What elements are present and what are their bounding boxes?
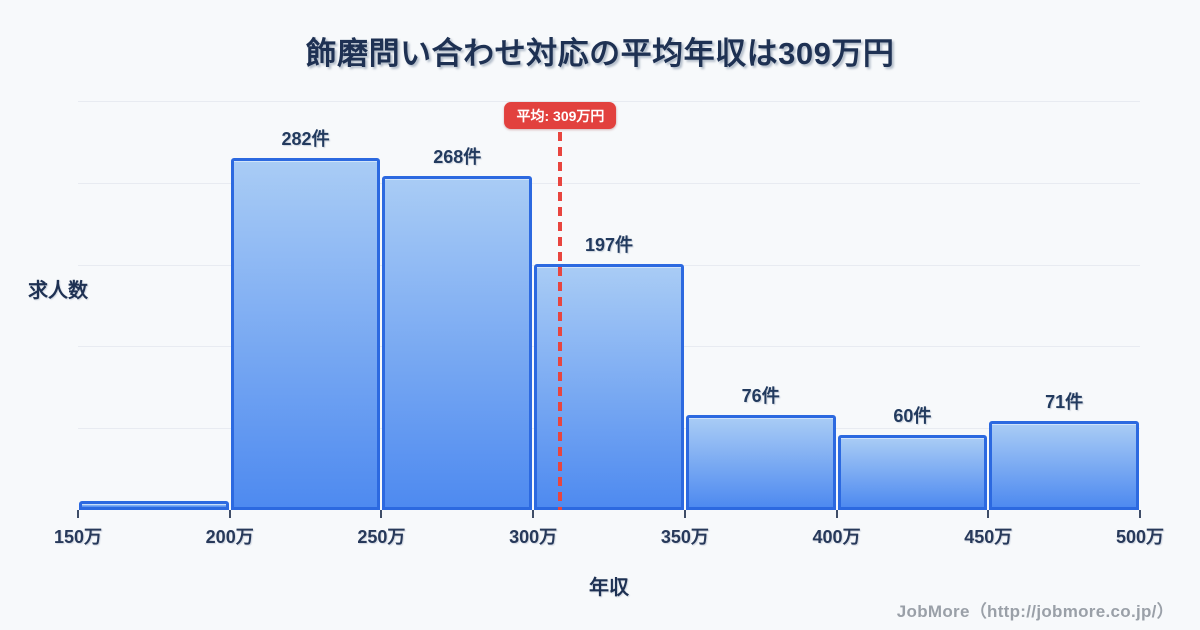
x-tick-label: 300万 bbox=[509, 527, 558, 547]
gridline bbox=[78, 101, 1140, 102]
histogram-bar bbox=[989, 421, 1139, 510]
histogram-bar bbox=[534, 264, 684, 510]
chart-title: 飾磨問い合わせ対応の平均年収は309万円 bbox=[305, 36, 895, 71]
histogram-bar bbox=[837, 435, 988, 510]
x-tick-mark bbox=[380, 510, 383, 518]
bar-value-label: 60件 bbox=[893, 406, 932, 427]
x-tick-label: 150万 bbox=[53, 527, 103, 547]
x-axis-label: 年収 bbox=[589, 577, 629, 599]
x-tick-mark bbox=[1139, 510, 1141, 518]
x-tick-label: 350万 bbox=[660, 527, 709, 547]
footer-credit: JobMore（http://jobmore.co.jp/） bbox=[896, 602, 1174, 621]
x-tick-mark bbox=[683, 510, 686, 518]
bar-value-label: 282件 bbox=[281, 129, 330, 150]
x-tick-mark bbox=[77, 510, 79, 518]
x-tick-label: 400万 bbox=[812, 527, 861, 547]
bar-value-label: 76件 bbox=[741, 386, 780, 407]
histogram-bar bbox=[382, 175, 533, 510]
y-axis-label: 求人数 bbox=[28, 280, 88, 302]
bar-value-label: 197件 bbox=[584, 235, 634, 256]
x-tick-mark bbox=[532, 510, 535, 518]
x-tick-label: 450万 bbox=[964, 527, 1013, 547]
gridline bbox=[78, 182, 1140, 184]
average-badge: 平均: 309万円 bbox=[504, 102, 617, 129]
x-tick-mark bbox=[987, 510, 990, 518]
x-tick-label: 200万 bbox=[205, 527, 254, 547]
average-line bbox=[558, 132, 563, 510]
bar-value-label: 268件 bbox=[433, 146, 482, 167]
histogram-bar bbox=[79, 501, 229, 510]
bar-value-label: 71件 bbox=[1045, 392, 1084, 413]
histogram-bar bbox=[230, 158, 381, 510]
x-tick-mark bbox=[835, 510, 838, 518]
x-tick-label: 500万 bbox=[1115, 527, 1165, 547]
x-tick-label: 250万 bbox=[357, 527, 406, 547]
x-tick-mark bbox=[228, 510, 231, 518]
plot-area: 平均: 309万円 282件 268件 197件 76件 60件 71件 150万 200万 2… bbox=[54, 101, 1164, 547]
histogram-bar bbox=[685, 415, 836, 510]
